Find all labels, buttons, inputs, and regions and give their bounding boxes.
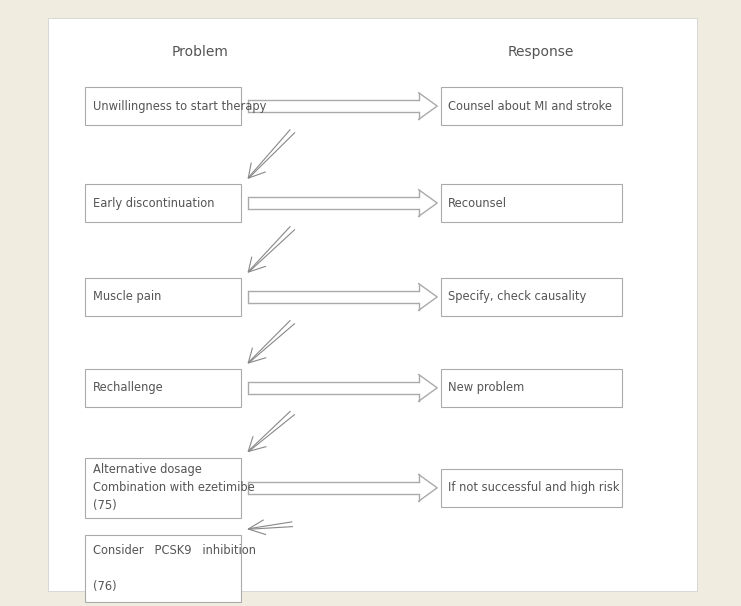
Text: Consider   PCSK9   inhibition

(76): Consider PCSK9 inhibition (76) bbox=[93, 544, 256, 593]
Text: Problem: Problem bbox=[172, 44, 228, 59]
Bar bbox=[441, 369, 622, 407]
Text: Response: Response bbox=[508, 44, 574, 59]
Text: Alternative dosage
Combination with ezetimibe
(75): Alternative dosage Combination with ezet… bbox=[93, 464, 254, 512]
Text: New problem: New problem bbox=[448, 381, 525, 395]
Bar bbox=[48, 18, 697, 591]
Bar bbox=[441, 469, 622, 507]
Text: Early discontinuation: Early discontinuation bbox=[93, 196, 214, 210]
Bar bbox=[85, 458, 241, 518]
Bar bbox=[441, 278, 622, 316]
Text: Unwillingness to start therapy: Unwillingness to start therapy bbox=[93, 99, 266, 113]
Text: If not successful and high risk: If not successful and high risk bbox=[448, 481, 619, 494]
Bar bbox=[85, 184, 241, 222]
Bar bbox=[85, 369, 241, 407]
Text: Muscle pain: Muscle pain bbox=[93, 290, 161, 304]
Text: Counsel about MI and stroke: Counsel about MI and stroke bbox=[448, 99, 612, 113]
Bar bbox=[441, 87, 622, 125]
Bar bbox=[441, 184, 622, 222]
Text: Recounsel: Recounsel bbox=[448, 196, 508, 210]
Bar bbox=[85, 278, 241, 316]
Text: Specify, check causality: Specify, check causality bbox=[448, 290, 587, 304]
Bar bbox=[85, 87, 241, 125]
Bar bbox=[85, 535, 241, 602]
Text: Rechallenge: Rechallenge bbox=[93, 381, 163, 395]
